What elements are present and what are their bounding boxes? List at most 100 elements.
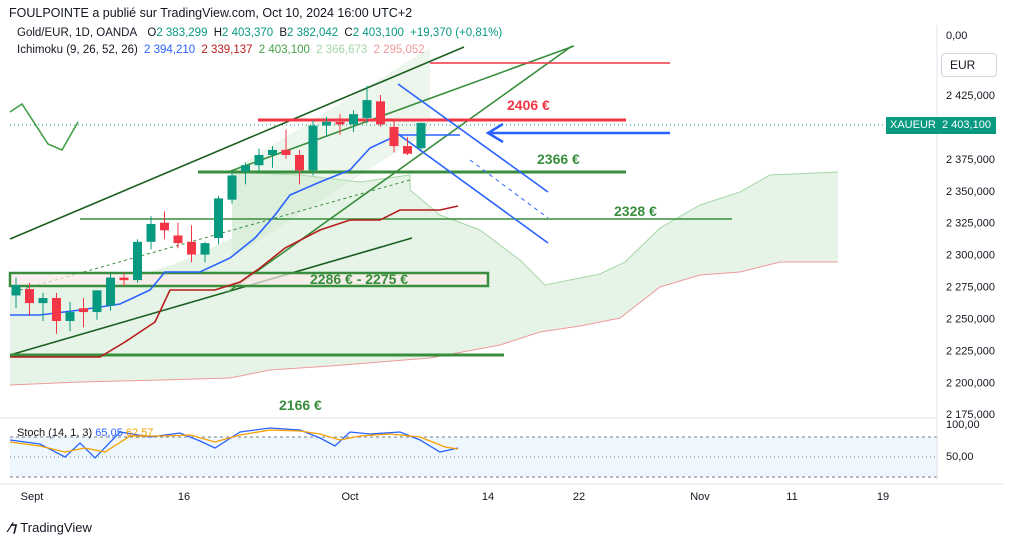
arrow-head-icon [485,122,504,144]
candle-body [254,155,264,166]
price-tick-label: 2 250,000 [946,313,995,325]
candle-body [214,198,223,239]
candle-body [349,114,358,125]
ichimoku-legend: Ichimoku (9, 26, 52, 26) 2 394,210 2 339… [17,44,428,56]
brand-name: TradingView [20,520,92,535]
symbol-label: Gold/EUR, 1D, OANDA [17,27,138,39]
candle-body [308,125,318,171]
price-tick-label: 2 225,000 [946,345,995,357]
kijun-line [10,205,459,358]
price-tick-label: 2 350,000 [946,186,995,198]
candle-body [160,222,169,231]
time-tick-label: 16 [178,491,190,503]
stoch-d-value: 62,57 [125,427,154,439]
candle-body [146,223,156,242]
chikou-value: 2 403,100 [258,44,310,56]
time-tick-label: Nov [690,491,710,503]
candle-body [403,146,412,154]
senkou-span-a-line [231,171,839,286]
candle-body [79,308,88,313]
stoch-k-value: 65,05 [95,427,123,439]
price-tick-label: 2 375,000 [946,154,995,166]
candle-body [281,149,291,156]
close-key: C [344,27,353,39]
candle-body [227,175,237,200]
stoch-label: Stoch (14, 1, 3) [17,427,93,439]
time-tick-label: 14 [482,491,494,503]
span-b-value: 2 295,052 [373,44,425,56]
span-a-value: 2 366,673 [316,44,368,56]
time-tick-label: Oct [341,491,358,503]
time-tick-label: 22 [573,491,585,503]
open-value: 2 383,299 [156,27,208,39]
senkou-span-b-line [9,261,838,386]
candle-body [322,121,331,126]
level-2328-label: 2328 € [614,203,657,219]
stoch-tick-label: 50,00 [946,451,974,463]
last-price-tag: 2 403,100 [938,117,996,134]
price-tick-label: 2 275,000 [946,282,995,294]
candle-body [38,298,48,304]
candle-body [25,289,34,304]
tenkan-value: 2 394,210 [144,44,196,56]
candle-body [92,290,102,313]
candle-body [268,149,277,156]
candle-body [389,126,399,147]
channel-upper-line [9,46,465,240]
candle-body [52,298,61,321]
tradingview-logo-icon: ⁄⁊ [9,519,17,535]
ichimoku-label: Ichimoku (9, 26, 52, 26) [17,44,138,56]
candle-body [187,241,196,255]
candle-body [65,312,75,321]
time-tick-label: 19 [877,491,889,503]
high-value: 2 403,370 [222,27,274,39]
inner-channel-lower-line [227,45,573,293]
level-2286-label: 2286 € - 2275 € [310,271,408,287]
flag-upper-line [397,83,549,193]
flag-lower-line [397,133,549,244]
price-tick-label: 2 200,000 [946,377,995,389]
channel-lower-line [9,237,413,356]
candle-body [416,122,426,149]
close-value: 2 403,100 [352,27,404,39]
candle-body [241,165,250,172]
price-axis-top-label: 0,00 [946,30,967,42]
stoch-d-line [9,429,459,453]
price-tick-label: 2 175,000 [946,409,995,421]
low-key: B [279,27,288,39]
stoch-band [10,437,937,477]
symbol-price-tag: XAUEUR [886,117,940,134]
currency-selector[interactable]: EUR [941,53,997,77]
zone-2286-2275-box [8,271,490,288]
candle-body [119,277,129,281]
low-value: 2 382,042 [287,27,339,39]
time-tick-label: 11 [786,491,797,503]
level-2166-label: 2166 € [279,397,322,413]
chikou-line [9,102,79,152]
high-key: H [213,27,222,39]
stoch-legend: Stoch (14, 1, 3) 65,05 62,57 [17,427,153,439]
level-2406-label: 2406 € [507,97,550,113]
level-2366-label: 2366 € [537,151,580,167]
stoch-tick-label: 100,00 [946,419,980,431]
open-key: O [147,27,157,39]
candle-body [106,277,115,306]
time-tick-label: Sept [21,491,44,503]
price-tick-label: 2 300,000 [946,250,995,262]
candle-body [11,285,21,296]
price-tick-label: 2 425,000 [946,90,995,102]
price-tick-label: 2 325,000 [946,218,995,230]
candle-body [173,235,183,244]
candle-body [335,121,345,125]
publisher-header: FOULPOINTE a publié sur TradingView.com,… [9,6,413,20]
change-value: +19,370 (+0,81%) [410,27,503,39]
tenkan-line [10,134,460,316]
candle-body [362,100,372,118]
ohlc-legend: Gold/EUR, 1D, OANDA O2 383,299 H2 403,37… [17,27,505,39]
kijun-value: 2 339,137 [201,44,253,56]
flag-mid-line [469,159,549,219]
footer-brand: ⁄⁊ TradingView [9,519,92,536]
candle-body [295,155,304,171]
candle-body [200,243,210,255]
